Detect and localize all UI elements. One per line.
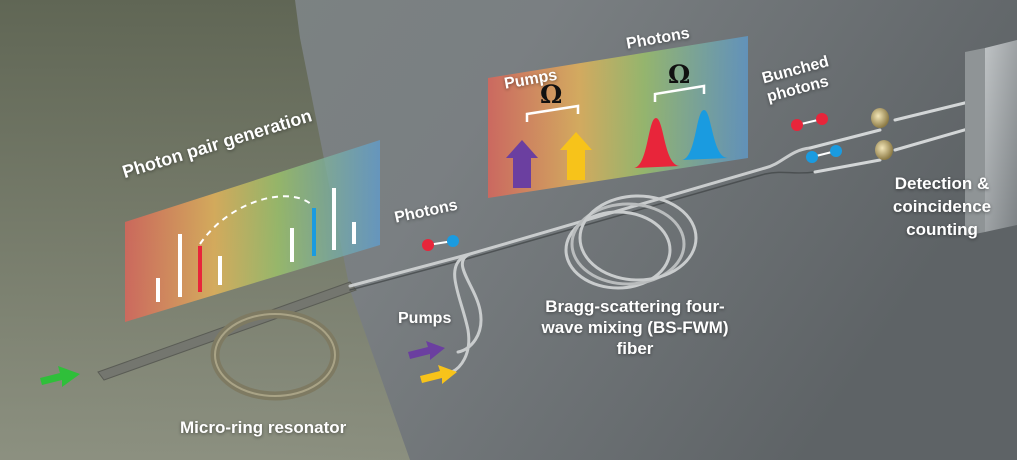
photon-pair-bunched-red: [791, 113, 828, 131]
laser-input-arrow: [40, 366, 80, 387]
blue-photon: [806, 151, 818, 163]
pump-bracket: [525, 104, 580, 122]
pumps-input-label: Pumps: [398, 310, 452, 327]
photon-pair-input: [422, 235, 459, 251]
micro-ring-label: Micro-ring resonator: [180, 418, 347, 437]
red-photon: [791, 119, 803, 131]
fiber-coil-2: [570, 202, 686, 286]
red-photon: [422, 239, 434, 251]
output-fiber-1: [808, 128, 882, 150]
pump-arrow-yellow: [560, 132, 592, 180]
bsfwm-spectrum-panel: [488, 36, 748, 198]
pump-input-arrow-purple: [408, 341, 445, 360]
detection-label: Detection & coincidence counting: [880, 172, 1004, 241]
blue-photon: [447, 235, 459, 247]
pump-fiber-2: [450, 256, 471, 374]
bsfwm-line-1: Bragg-scattering four-: [545, 297, 725, 316]
fiber-coil-1: [564, 210, 672, 290]
bsfwm-line-2: wave mixing (BS-FWM): [541, 318, 729, 337]
detection-line-3: counting: [906, 220, 978, 239]
detection-line-1: Detection &: [894, 174, 990, 193]
detection-line-2: coincidence: [892, 197, 992, 216]
pump-frequency-spacing-omega: Ω: [540, 80, 563, 109]
photon-bracket: [653, 84, 706, 102]
fiber-coil-3: [578, 194, 698, 282]
detector-sensor-1: [871, 108, 889, 128]
micro-ring-highlight: [214, 313, 336, 397]
pump-fiber-1: [456, 252, 483, 354]
red-photon: [816, 113, 828, 125]
pump-input-arrow-yellow: [420, 365, 457, 384]
bsfwm-fiber-label: Bragg-scattering four- wave mixing (BS-F…: [520, 296, 750, 359]
pair-spectrum-panel: [125, 140, 380, 322]
photon-pair-bunched-blue: [806, 145, 842, 163]
main-fiber: [348, 146, 812, 288]
photon-peak-red: [634, 118, 680, 168]
detector-box-side: [965, 48, 985, 236]
photon-peak-blue: [682, 110, 728, 160]
photon-frequency-spacing-omega: Ω: [668, 60, 691, 89]
detector-sensor-2: [875, 140, 893, 160]
bsfwm-spectrum: [506, 84, 728, 188]
main-fiber-shadow: [349, 171, 816, 291]
detector-box: [985, 40, 1017, 232]
bsfwm-line-3: fiber: [616, 339, 654, 358]
fiber-network: [348, 96, 987, 374]
blue-photon: [830, 145, 842, 157]
pump-arrow-purple: [506, 140, 538, 188]
output-fiber-2: [813, 158, 882, 174]
pair-spectrum-lines: [156, 188, 356, 302]
